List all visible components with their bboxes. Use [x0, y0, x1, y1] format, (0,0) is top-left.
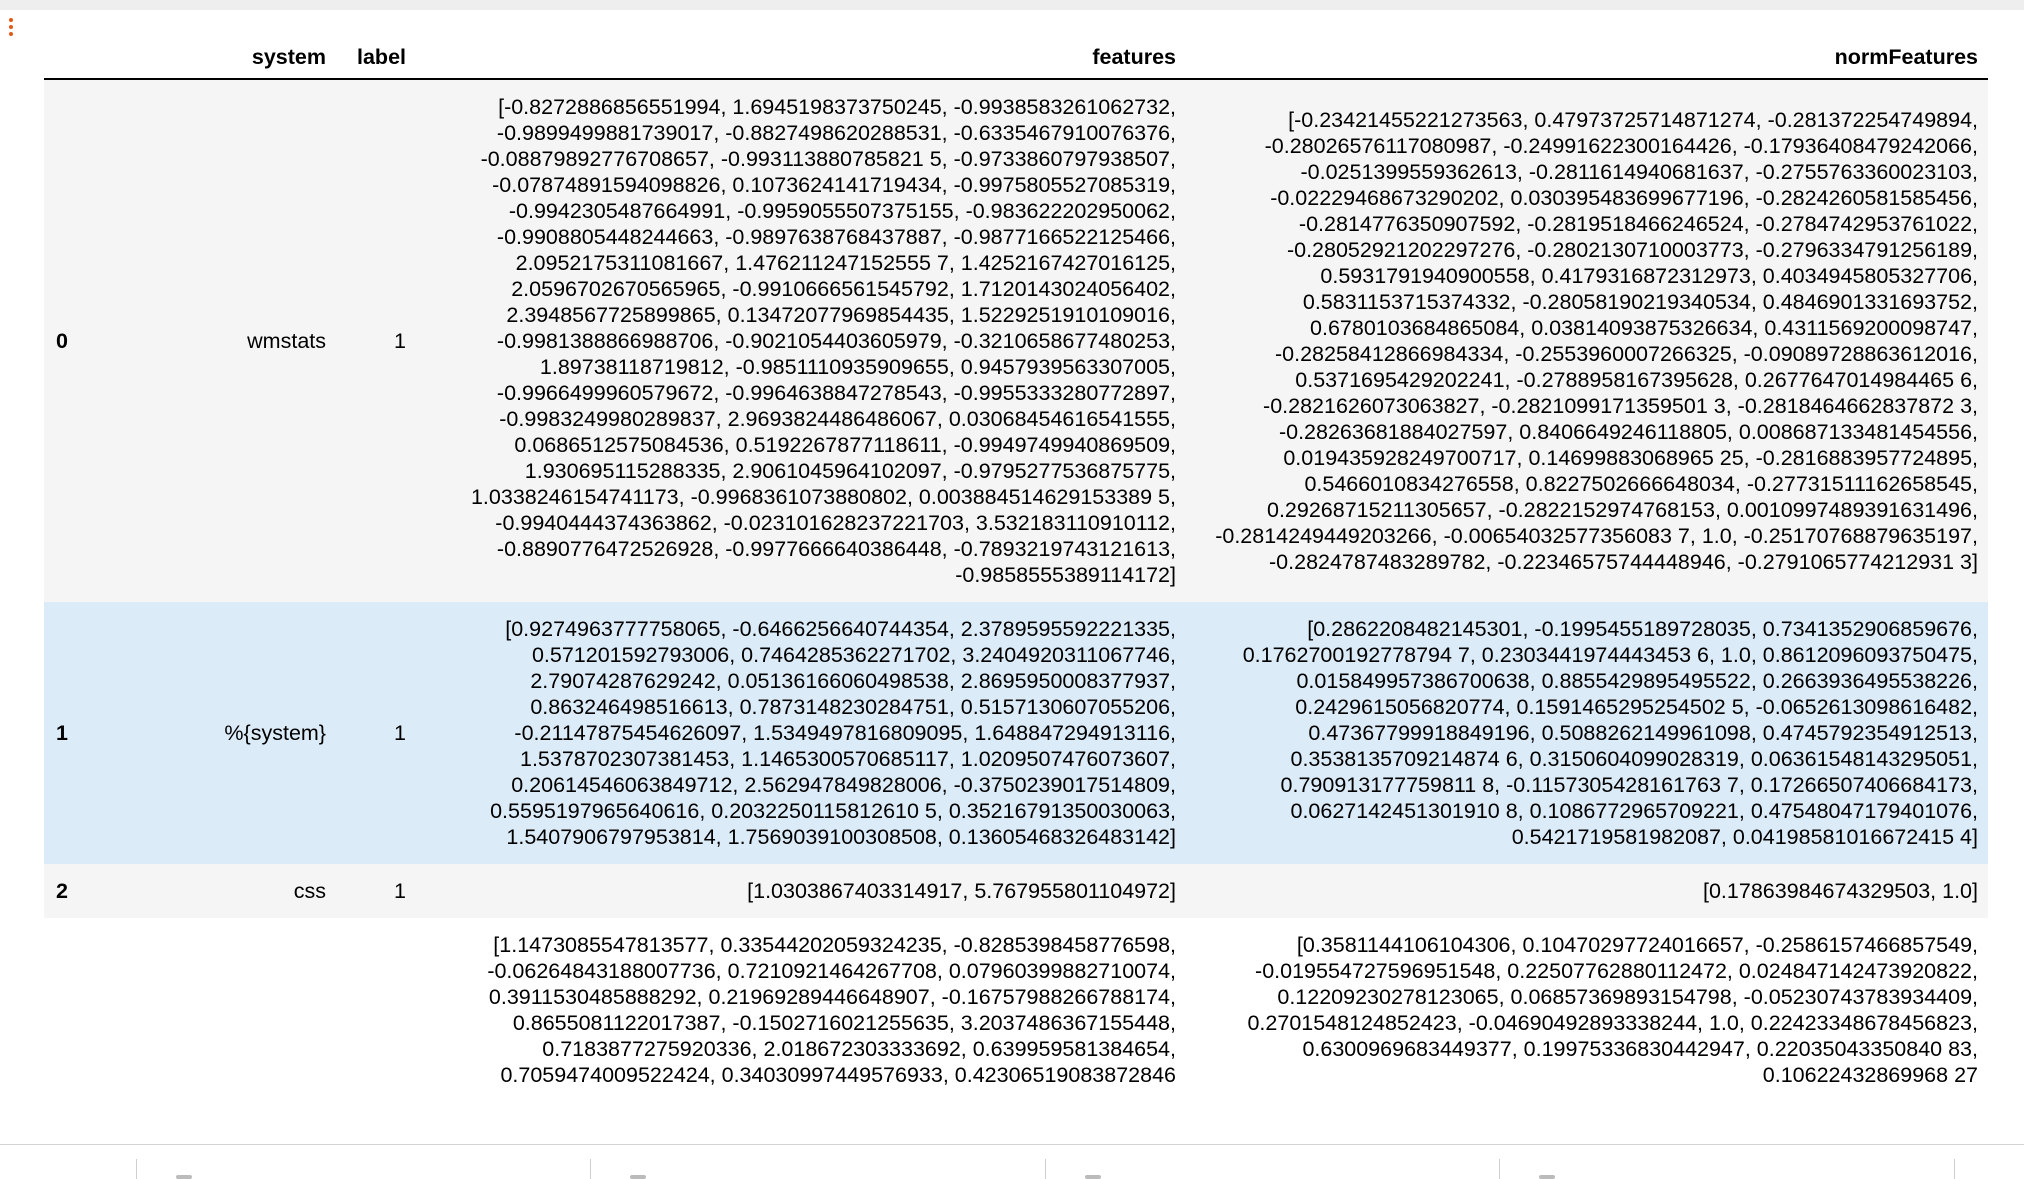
- label-cell: 1: [336, 79, 416, 602]
- features-value: [1.1473085547813577, 0.33544202059324235…: [487, 933, 1176, 1087]
- row-index: [44, 918, 156, 1102]
- system-cell: css: [156, 864, 336, 918]
- toolbar-divider: [590, 1159, 591, 1179]
- system-cell: wmstats: [156, 79, 336, 602]
- normfeatures-column-header: normFeatures: [1186, 36, 1988, 80]
- label-cell: 1: [336, 602, 416, 864]
- features-value: [0.9274963777758065, -0.6466256640744354…: [490, 617, 1176, 849]
- normfeatures-value: [0.17863984674329503, 1.0]: [1703, 879, 1978, 903]
- features-value: [-0.8272886856551994, 1.6945198373750245…: [470, 95, 1176, 587]
- toolbar-button[interactable]: [1539, 1175, 1555, 1179]
- cell-menu-icon[interactable]: [8, 18, 14, 38]
- system-cell: [156, 918, 336, 1102]
- features-cell: [-0.8272886856551994, 1.6945198373750245…: [416, 79, 1186, 602]
- normfeatures-value: [0.3581144106104306, 0.10470297724016657…: [1247, 933, 1978, 1087]
- normfeatures-value: [-0.23421455221273563, 0.479737257148712…: [1215, 108, 1978, 574]
- features-column-header: features: [416, 36, 1186, 80]
- row-index: 1: [44, 602, 156, 864]
- bottom-toolbar: [0, 1144, 2024, 1179]
- top-strip: [0, 0, 2024, 10]
- system-column-header: system: [156, 36, 336, 80]
- table-row: 2 css 1 [1.0303867403314917, 5.767955801…: [44, 864, 1988, 918]
- normfeatures-cell: [0.17863984674329503, 1.0]: [1186, 864, 1988, 918]
- toolbar-button[interactable]: [176, 1175, 192, 1179]
- dataframe-output: system label features normFeatures 0 wms…: [44, 36, 2014, 1144]
- toolbar-divider: [1045, 1159, 1046, 1179]
- label-cell: 1: [336, 864, 416, 918]
- features-cell: [0.9274963777758065, -0.6466256640744354…: [416, 602, 1186, 864]
- toolbar-button[interactable]: [1085, 1175, 1101, 1179]
- features-cell: [1.0303867403314917, 5.767955801104972]: [416, 864, 1186, 918]
- toolbar-divider: [136, 1159, 137, 1179]
- system-cell: %{system}: [156, 602, 336, 864]
- toolbar-button[interactable]: [630, 1175, 646, 1179]
- features-value: [1.0303867403314917, 5.767955801104972]: [747, 879, 1176, 903]
- dataframe-table: system label features normFeatures 0 wms…: [44, 36, 1988, 1102]
- normfeatures-cell: [-0.23421455221273563, 0.479737257148712…: [1186, 79, 1988, 602]
- table-row: [1.1473085547813577, 0.33544202059324235…: [44, 918, 1988, 1102]
- label-column-header: label: [336, 36, 416, 80]
- normfeatures-cell: [0.2862208482145301, -0.1995455189728035…: [1186, 602, 1988, 864]
- toolbar-divider: [1499, 1159, 1500, 1179]
- label-cell: [336, 918, 416, 1102]
- row-index: 2: [44, 864, 156, 918]
- toolbar-divider: [1954, 1159, 1955, 1179]
- row-index: 0: [44, 79, 156, 602]
- normfeatures-cell: [0.3581144106104306, 0.10470297724016657…: [1186, 918, 1988, 1102]
- table-row: 0 wmstats 1 [-0.8272886856551994, 1.6945…: [44, 79, 1988, 602]
- index-header: [44, 36, 156, 80]
- features-cell: [1.1473085547813577, 0.33544202059324235…: [416, 918, 1186, 1102]
- table-header-row: system label features normFeatures: [44, 36, 1988, 80]
- table-row: 1 %{system} 1 [0.9274963777758065, -0.64…: [44, 602, 1988, 864]
- normfeatures-value: [0.2862208482145301, -0.1995455189728035…: [1242, 617, 1978, 849]
